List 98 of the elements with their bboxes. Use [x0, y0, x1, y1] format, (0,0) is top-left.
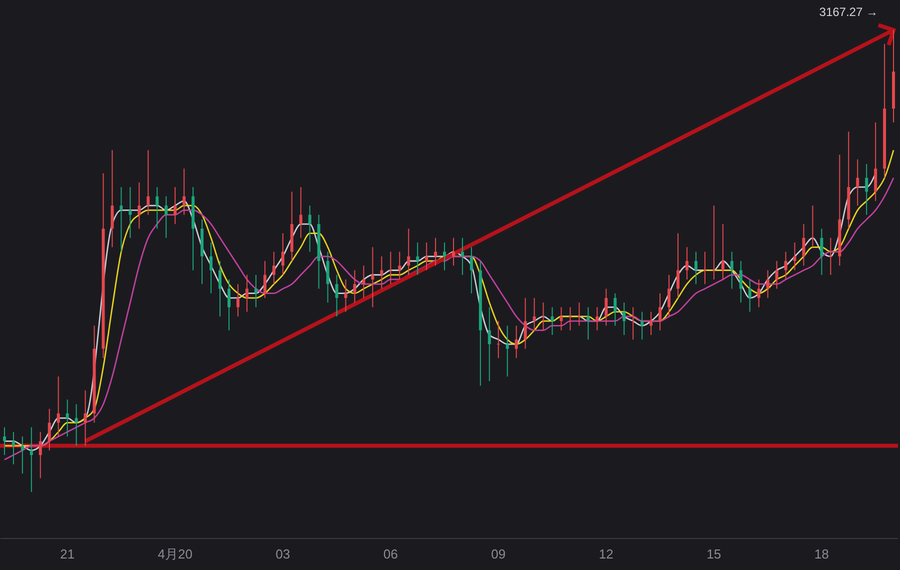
candlestick	[452, 237, 455, 266]
candlestick	[542, 302, 545, 331]
candlestick	[784, 251, 788, 280]
text: 3167.27 →	[819, 5, 878, 19]
candlestick	[245, 274, 248, 312]
candlestick	[272, 251, 276, 285]
candlestick	[586, 306, 590, 340]
x-tick-label: 09	[491, 546, 506, 562]
candlestick	[766, 270, 770, 298]
candlestick	[380, 256, 384, 290]
candlestick	[757, 278, 760, 308]
candlestick	[496, 320, 500, 359]
candlestick	[685, 246, 688, 280]
candlestick	[164, 196, 168, 238]
candlestick	[488, 306, 491, 382]
candlestick	[254, 274, 258, 308]
candlestick	[514, 325, 518, 359]
candlestick	[712, 205, 716, 280]
candlestick	[856, 158, 860, 206]
candlestick	[632, 306, 635, 340]
candlestick	[596, 306, 599, 331]
candlestick	[874, 122, 878, 202]
candlestick	[146, 150, 150, 216]
x-tick-label: 12	[598, 546, 614, 562]
candlestick	[407, 228, 410, 276]
candlestick	[676, 232, 680, 298]
candlestick	[371, 246, 374, 308]
candlestick	[730, 251, 734, 290]
candlestick	[182, 168, 186, 216]
x-tick-label: 06	[383, 546, 398, 562]
candlestick	[775, 260, 778, 290]
x-tick-label: 03	[276, 546, 290, 562]
candlestick	[156, 186, 159, 230]
candlestick	[614, 292, 617, 326]
candlestick	[218, 260, 222, 317]
candlestick	[110, 150, 114, 248]
candlestick	[434, 237, 438, 266]
candlestick	[568, 306, 572, 331]
candlestick	[721, 224, 724, 280]
candlestick	[550, 306, 554, 336]
candlestick	[30, 426, 33, 492]
candlestick	[443, 242, 446, 271]
x-tick-label: 21	[60, 546, 75, 562]
candlestick	[12, 431, 15, 465]
candlestick	[74, 404, 78, 446]
candlestick	[236, 284, 240, 317]
x-tick-label: 18	[814, 546, 829, 562]
candlestick	[532, 297, 536, 331]
candlestick	[694, 251, 698, 285]
candlestick	[335, 274, 338, 317]
candlestick	[802, 224, 806, 266]
candlestick	[20, 436, 24, 474]
candlestick	[48, 408, 51, 451]
candlestick	[793, 242, 796, 271]
candlestick	[299, 186, 302, 238]
candlestick	[703, 251, 706, 285]
candlestick	[560, 306, 563, 331]
candlestick	[362, 265, 366, 298]
candlestick	[128, 186, 132, 238]
candlestick	[353, 270, 356, 304]
candlestick	[578, 302, 581, 326]
candlestick	[811, 205, 814, 248]
candlestick	[326, 251, 330, 304]
candlestick	[263, 260, 266, 298]
candlestick	[344, 278, 348, 312]
candlestick	[120, 186, 123, 252]
candlestick	[506, 325, 509, 377]
candlestick	[308, 205, 312, 252]
candlestick	[650, 311, 653, 336]
candlestick	[460, 237, 464, 276]
x-tick-label: 15	[706, 546, 722, 562]
candlestick	[748, 278, 752, 312]
candlestick	[38, 431, 42, 479]
candlestick	[84, 390, 87, 446]
candlestick	[389, 251, 392, 285]
candlestick	[470, 246, 473, 294]
candlestick	[668, 274, 671, 317]
candlestick	[604, 288, 608, 326]
candlestick	[281, 232, 284, 276]
candlestick	[416, 242, 420, 276]
candlestick	[829, 237, 832, 276]
candlestick	[210, 242, 213, 294]
candlestick	[739, 260, 742, 304]
candlestick	[622, 302, 626, 336]
candlestick	[425, 242, 428, 271]
candlestick	[2, 426, 6, 456]
candlestick	[398, 251, 402, 280]
candlestick	[138, 182, 141, 230]
candlestick	[524, 297, 527, 350]
candlestick	[56, 376, 60, 438]
candlestick	[865, 163, 868, 216]
candlestick	[658, 292, 662, 331]
candlestick	[820, 228, 824, 276]
candlestick	[227, 278, 230, 331]
candlestick	[174, 186, 177, 225]
x-tick-label: 4月20	[158, 546, 192, 562]
candlestick	[640, 311, 644, 340]
candlestick	[66, 399, 69, 438]
